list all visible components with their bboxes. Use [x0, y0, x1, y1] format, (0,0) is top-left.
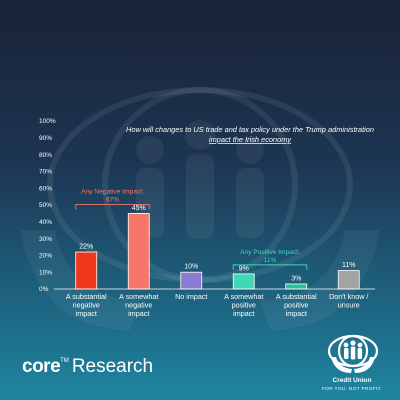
value-label: 45%	[132, 205, 146, 212]
y-axis: 0% 10% 20% 30% 40% 50% 60% 70% 80% 90% 100%	[39, 118, 56, 293]
x-tick-label: A substantial	[66, 292, 107, 301]
chart-bars	[75, 212, 360, 290]
y-tick-label: 0%	[39, 286, 49, 293]
annotation-label: 11%	[264, 257, 277, 264]
x-tick-label: impact	[76, 309, 97, 318]
bar	[285, 283, 308, 290]
credit-union-logo-icon	[327, 334, 379, 373]
y-tick-label: 60%	[39, 185, 52, 192]
x-tick-label: A substantial	[276, 292, 317, 301]
chart-title: How will changes to US trade and tax pol…	[126, 125, 374, 144]
credit-union-name: Credit Union	[332, 377, 372, 384]
x-tick-label: impact	[128, 309, 149, 318]
value-labels: 22% 45% 10% 9% 3% 11%	[79, 205, 355, 283]
annotation-label: 67%	[106, 196, 119, 203]
y-tick-label: 30%	[39, 236, 52, 243]
value-label: 10%	[184, 264, 198, 271]
x-tick-label: A somewhat	[224, 292, 263, 301]
brand-research: Research	[71, 356, 154, 377]
x-tick-label: positive	[232, 301, 256, 310]
annotation-bracket	[75, 203, 150, 210]
brand-tm: TM	[60, 358, 69, 364]
y-tick-label: 40%	[39, 219, 52, 226]
bar	[75, 251, 98, 290]
chart-annotations: Any Negative Impact:67% Any Positive Impa…	[75, 188, 308, 270]
x-tick-label: impact	[233, 309, 254, 318]
y-tick-label: 10%	[39, 269, 52, 276]
y-tick-label: 20%	[39, 253, 52, 260]
annotation-bracket	[232, 264, 308, 270]
y-tick-label: 100%	[39, 118, 56, 125]
x-tick-label: positive	[284, 301, 308, 310]
x-tick-label: No impact	[175, 292, 207, 301]
bar	[232, 273, 255, 290]
x-tick-label: A somewhat	[119, 292, 158, 301]
chart-title-line: impact the Irish economy	[209, 135, 292, 144]
x-tick-label: unsure	[338, 301, 360, 310]
value-label: 22%	[79, 244, 93, 251]
credit-union-tagline: FOR YOU. NOT PROFIT.	[322, 386, 382, 391]
y-tick-label: 70%	[39, 169, 52, 176]
value-label: 3%	[291, 275, 301, 282]
value-label: 11%	[342, 262, 356, 269]
annotation-label: Any Positive Impact:	[240, 249, 300, 256]
x-tick-label: impact	[286, 309, 307, 318]
bar	[337, 270, 360, 290]
bar	[127, 212, 150, 290]
x-tick-label: negative	[73, 301, 100, 310]
brand-core: core	[22, 356, 61, 377]
y-tick-label: 80%	[39, 152, 52, 159]
core-research-logo: coreTM Research	[22, 356, 153, 378]
y-tick-label: 50%	[39, 202, 52, 209]
x-tick-label: Don't know /	[329, 292, 368, 301]
bar	[180, 271, 203, 290]
y-tick-label: 90%	[39, 135, 52, 142]
annotation-label: Any Negative Impact:	[81, 188, 144, 195]
x-tick-label: negative	[125, 301, 152, 310]
chart-title-line: How will changes to US trade and tax pol…	[126, 125, 374, 134]
value-label: 9%	[239, 265, 249, 272]
